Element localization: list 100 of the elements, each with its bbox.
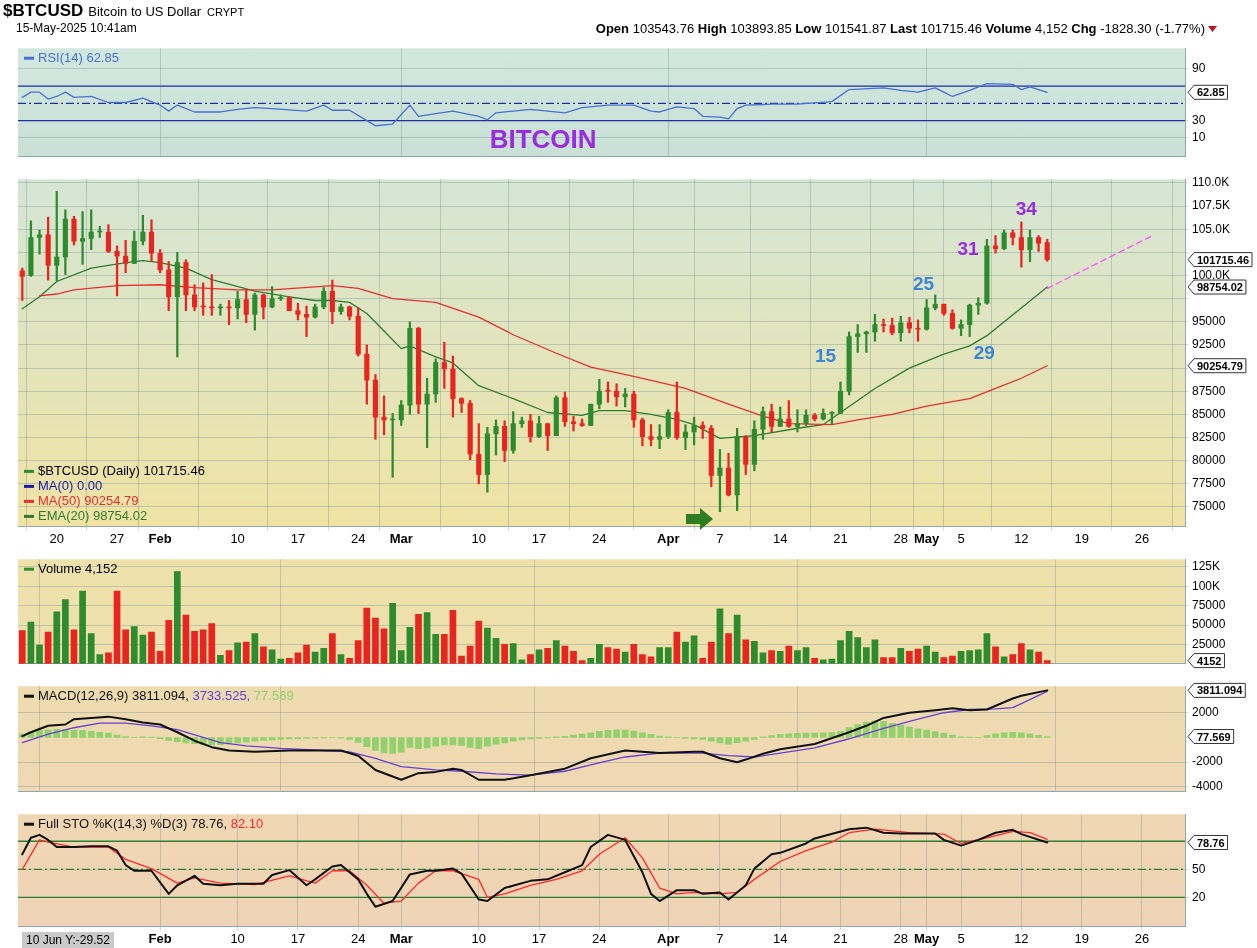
bar bbox=[346, 737, 353, 740]
bar bbox=[819, 732, 827, 738]
bar bbox=[811, 732, 819, 738]
bar bbox=[802, 732, 810, 738]
y-tick-label: 75000 bbox=[1192, 499, 1226, 514]
y-tick-label: 105.0K bbox=[1192, 221, 1231, 236]
bar bbox=[974, 649, 982, 664]
x-tick-label: 21 bbox=[833, 930, 848, 946]
bar bbox=[277, 737, 285, 740]
x-tick-label: 17 bbox=[290, 530, 306, 546]
bar bbox=[699, 737, 707, 740]
text: 82.10 bbox=[230, 815, 264, 831]
bar bbox=[165, 620, 173, 664]
bar bbox=[234, 737, 241, 744]
x-tick-label: 26 bbox=[1134, 530, 1150, 546]
text: 4152 bbox=[1197, 654, 1222, 667]
x-tick-label: May bbox=[913, 930, 941, 946]
bar bbox=[173, 737, 181, 743]
bar bbox=[837, 640, 844, 664]
x-tick-label: 10 bbox=[471, 930, 487, 946]
x-tick-label: 10 bbox=[230, 930, 245, 946]
bar bbox=[458, 737, 465, 746]
bar bbox=[940, 732, 948, 738]
bar bbox=[320, 647, 328, 664]
x-tick-label: 17 bbox=[531, 530, 547, 546]
bar bbox=[639, 654, 646, 664]
bar bbox=[949, 655, 956, 664]
x-tick-label: 7 bbox=[716, 530, 724, 546]
x-tick-label: 10 bbox=[230, 530, 245, 546]
bar bbox=[596, 644, 603, 664]
text: 10 Jun Y:-29.52 bbox=[22, 932, 114, 948]
text: 98754.02 bbox=[1197, 281, 1243, 294]
bar bbox=[432, 634, 440, 664]
bar bbox=[776, 651, 784, 664]
text: 15-May-2025 10:41am bbox=[16, 21, 137, 35]
x-tick-label: 17 bbox=[531, 930, 547, 946]
bar bbox=[707, 737, 715, 742]
bar bbox=[983, 735, 991, 738]
y-tick-label: 82500 bbox=[1192, 429, 1226, 444]
chart-title: $BTCUSD bbox=[3, 1, 84, 20]
bar bbox=[440, 634, 448, 664]
y-tick-label: 50000 bbox=[1192, 617, 1226, 632]
bar bbox=[260, 646, 267, 664]
bar bbox=[148, 631, 155, 664]
y-tick-label: 10 bbox=[1192, 130, 1206, 145]
bar bbox=[501, 644, 508, 664]
bar bbox=[682, 641, 689, 664]
bar bbox=[906, 651, 913, 664]
y-tick-label: 125K bbox=[1192, 559, 1221, 574]
bar bbox=[217, 654, 224, 664]
bar bbox=[570, 734, 577, 738]
y-tick-label: 110.0K bbox=[1192, 175, 1230, 190]
y-tick-label: 75000 bbox=[1192, 598, 1226, 612]
x-tick-label: 28 bbox=[893, 530, 909, 546]
bar bbox=[613, 729, 620, 738]
bar bbox=[656, 647, 663, 664]
annotation: 25 bbox=[913, 272, 935, 294]
bar bbox=[79, 730, 86, 738]
y-tick-label: 95000 bbox=[1192, 314, 1226, 329]
bar bbox=[397, 650, 405, 664]
bar bbox=[329, 633, 336, 664]
bar bbox=[484, 627, 491, 664]
x-tick-label: 21 bbox=[833, 530, 848, 546]
bar bbox=[130, 626, 138, 664]
x-tick-label: 24 bbox=[350, 930, 366, 946]
x-tick-label: 26 bbox=[1134, 930, 1150, 946]
x-tick-label: 19 bbox=[1074, 930, 1089, 946]
bar bbox=[570, 651, 577, 664]
y-tick-label: 20 bbox=[1192, 889, 1206, 904]
bar bbox=[389, 737, 396, 754]
bar bbox=[664, 647, 672, 664]
x-tick-label: May bbox=[913, 530, 941, 546]
bar bbox=[742, 639, 750, 664]
bar bbox=[725, 737, 732, 745]
bar bbox=[794, 733, 801, 738]
text: 3733.525, bbox=[192, 687, 254, 703]
x-tick-label: 10 bbox=[471, 530, 487, 546]
bar bbox=[647, 734, 655, 738]
bar bbox=[105, 732, 112, 738]
bar bbox=[880, 721, 887, 738]
y-tick-label: 25000 bbox=[1192, 636, 1226, 651]
bar bbox=[527, 654, 534, 664]
x-tick-label: 24 bbox=[592, 530, 607, 546]
legend-label: RSI(14) 62.85 bbox=[38, 49, 119, 65]
text: 62.85 bbox=[1197, 86, 1225, 99]
y-tick-label: 100K bbox=[1192, 578, 1221, 593]
bar bbox=[699, 658, 707, 664]
bar bbox=[552, 640, 560, 664]
bar bbox=[1035, 734, 1042, 738]
bar bbox=[527, 737, 534, 740]
bar bbox=[501, 737, 508, 744]
bar bbox=[432, 737, 440, 747]
bar bbox=[794, 650, 801, 664]
bar bbox=[492, 737, 500, 745]
x-tick-label: 5 bbox=[957, 930, 965, 946]
y-tick-label: 87500 bbox=[1192, 383, 1226, 398]
bar bbox=[18, 630, 26, 664]
bar bbox=[1009, 731, 1017, 738]
bar bbox=[725, 633, 732, 664]
x-tick-label: 7 bbox=[716, 930, 724, 946]
